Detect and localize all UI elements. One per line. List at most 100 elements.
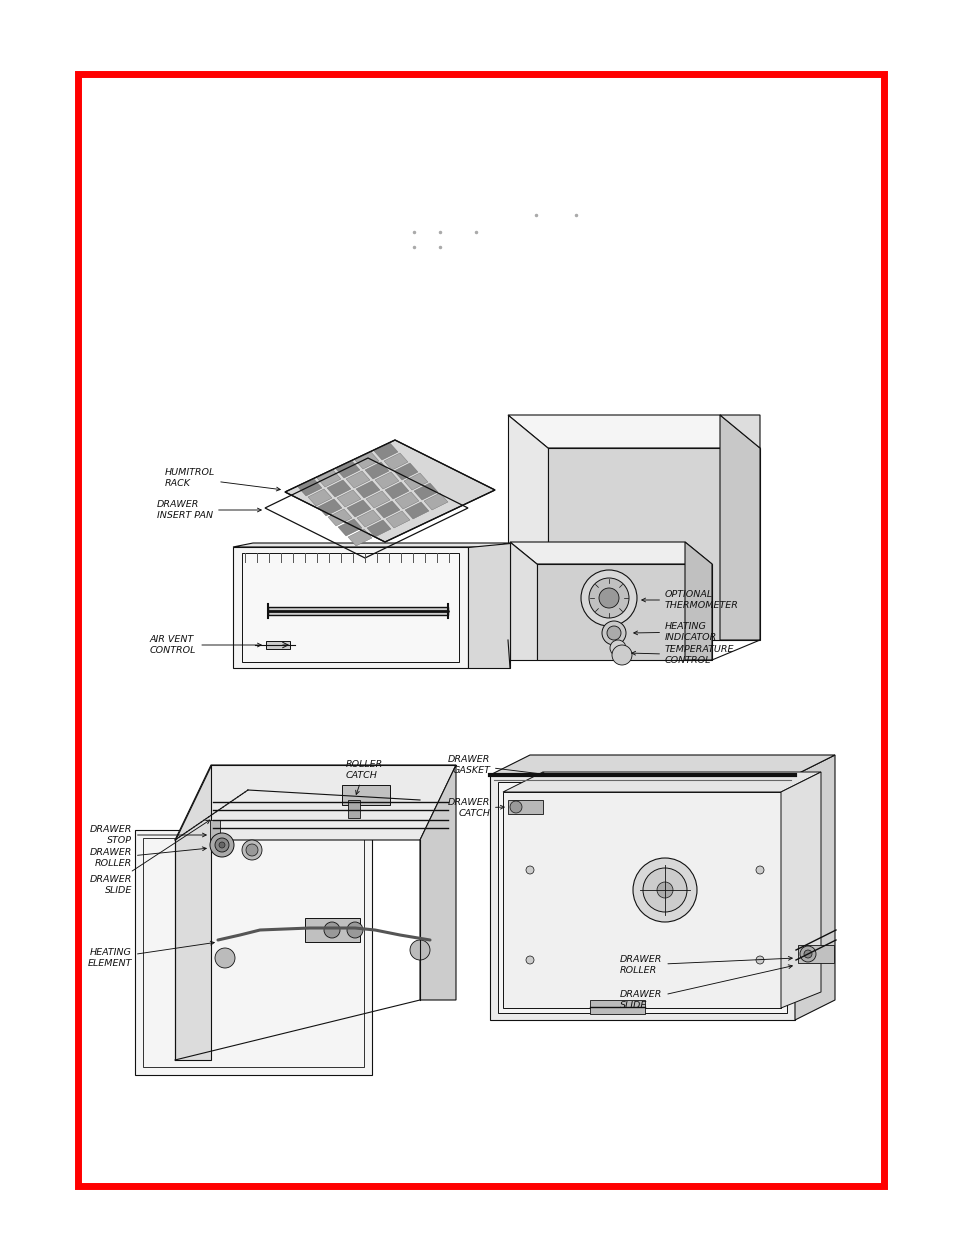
Polygon shape [328, 509, 352, 526]
Circle shape [347, 923, 363, 939]
Bar [341, 785, 390, 805]
Circle shape [219, 842, 225, 848]
Circle shape [657, 882, 672, 898]
Polygon shape [794, 755, 834, 1020]
Polygon shape [510, 542, 711, 564]
Text: DRAWER
INSERT PAN: DRAWER INSERT PAN [157, 500, 261, 520]
Polygon shape [507, 415, 547, 640]
Bar [507, 800, 542, 814]
Polygon shape [327, 480, 351, 496]
Polygon shape [490, 755, 834, 776]
Circle shape [525, 956, 534, 965]
Bar [268, 606, 448, 615]
Polygon shape [403, 473, 428, 490]
Circle shape [633, 858, 697, 923]
Polygon shape [297, 479, 322, 496]
Text: DRAWER
GASKET: DRAWER GASKET [447, 756, 546, 776]
Polygon shape [135, 830, 372, 1074]
Text: TEMPERATURE
CONTROL: TEMPERATURE CONTROL [631, 646, 734, 664]
Bar [348, 800, 359, 818]
Polygon shape [367, 520, 391, 537]
Polygon shape [356, 510, 380, 527]
Polygon shape [490, 776, 794, 1020]
Text: DRAWER
ROLLER: DRAWER ROLLER [619, 956, 791, 974]
Bar [305, 918, 359, 942]
Polygon shape [423, 493, 448, 510]
Circle shape [410, 940, 430, 960]
Bar [78, 74, 883, 1186]
Polygon shape [365, 462, 389, 479]
Polygon shape [374, 443, 397, 459]
Polygon shape [405, 501, 429, 519]
Polygon shape [174, 764, 211, 1060]
Circle shape [601, 621, 625, 645]
Polygon shape [497, 782, 786, 1013]
Polygon shape [242, 553, 458, 662]
Circle shape [242, 840, 262, 860]
Circle shape [588, 578, 628, 618]
Text: OPTIONAL
THERMOMETER: OPTIONAL THERMOMETER [641, 590, 739, 610]
Polygon shape [394, 463, 417, 480]
Circle shape [800, 946, 815, 962]
Polygon shape [375, 472, 398, 489]
Polygon shape [366, 492, 390, 508]
Circle shape [598, 588, 618, 608]
Polygon shape [414, 483, 437, 500]
Polygon shape [781, 772, 821, 1008]
Polygon shape [720, 415, 760, 640]
Polygon shape [502, 792, 781, 1008]
Bar [210, 820, 220, 842]
Polygon shape [355, 480, 379, 498]
Circle shape [525, 866, 534, 874]
Bar [266, 641, 290, 650]
Polygon shape [386, 511, 410, 529]
Circle shape [580, 571, 637, 626]
Polygon shape [337, 519, 361, 536]
Text: ROLLER
CATCH: ROLLER CATCH [346, 761, 383, 794]
Text: HEATING
INDICATOR: HEATING INDICATOR [633, 622, 717, 642]
Text: AIR VENT
CONTROL: AIR VENT CONTROL [150, 635, 261, 655]
Polygon shape [385, 482, 409, 499]
Polygon shape [384, 453, 408, 471]
Polygon shape [346, 471, 370, 488]
Circle shape [210, 832, 233, 857]
Polygon shape [507, 415, 760, 448]
Polygon shape [547, 448, 760, 640]
Circle shape [324, 923, 339, 939]
Polygon shape [395, 492, 418, 509]
Polygon shape [335, 461, 359, 478]
Polygon shape [419, 764, 456, 1000]
Text: DRAWER
SLIDE: DRAWER SLIDE [90, 820, 210, 894]
Text: DRAWER
ROLLER: DRAWER ROLLER [90, 847, 206, 868]
Circle shape [214, 948, 234, 968]
Polygon shape [502, 772, 821, 792]
Polygon shape [510, 542, 537, 659]
Polygon shape [174, 764, 456, 840]
Circle shape [612, 645, 631, 664]
Polygon shape [348, 529, 372, 546]
Polygon shape [375, 501, 399, 517]
Polygon shape [285, 440, 495, 542]
Circle shape [609, 640, 625, 656]
Circle shape [214, 839, 229, 852]
Bar [589, 1000, 644, 1014]
Polygon shape [355, 452, 378, 469]
Circle shape [755, 866, 763, 874]
Circle shape [510, 802, 521, 813]
Polygon shape [308, 489, 332, 506]
Polygon shape [336, 490, 360, 508]
Polygon shape [233, 543, 510, 547]
Bar [797, 945, 833, 963]
Polygon shape [720, 415, 760, 448]
Polygon shape [347, 500, 371, 517]
Circle shape [755, 956, 763, 965]
Text: HEATING
ELEMENT: HEATING ELEMENT [88, 941, 214, 968]
Text: DRAWER
CATCH: DRAWER CATCH [447, 798, 504, 818]
Polygon shape [537, 564, 711, 659]
Polygon shape [233, 547, 468, 668]
Circle shape [606, 626, 620, 640]
Circle shape [803, 950, 811, 958]
Polygon shape [317, 499, 341, 516]
Text: HUMITROL
RACK: HUMITROL RACK [165, 468, 280, 492]
Polygon shape [316, 471, 340, 487]
